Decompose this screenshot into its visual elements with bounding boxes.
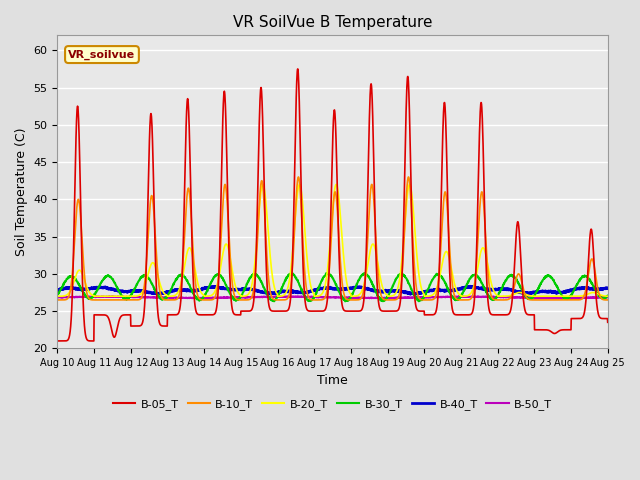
Title: VR SoilVue B Temperature: VR SoilVue B Temperature bbox=[233, 15, 432, 30]
Text: VR_soilvue: VR_soilvue bbox=[68, 49, 136, 60]
X-axis label: Time: Time bbox=[317, 373, 348, 387]
Y-axis label: Soil Temperature (C): Soil Temperature (C) bbox=[15, 128, 28, 256]
Legend: B-05_T, B-10_T, B-20_T, B-30_T, B-40_T, B-50_T: B-05_T, B-10_T, B-20_T, B-30_T, B-40_T, … bbox=[108, 395, 557, 414]
